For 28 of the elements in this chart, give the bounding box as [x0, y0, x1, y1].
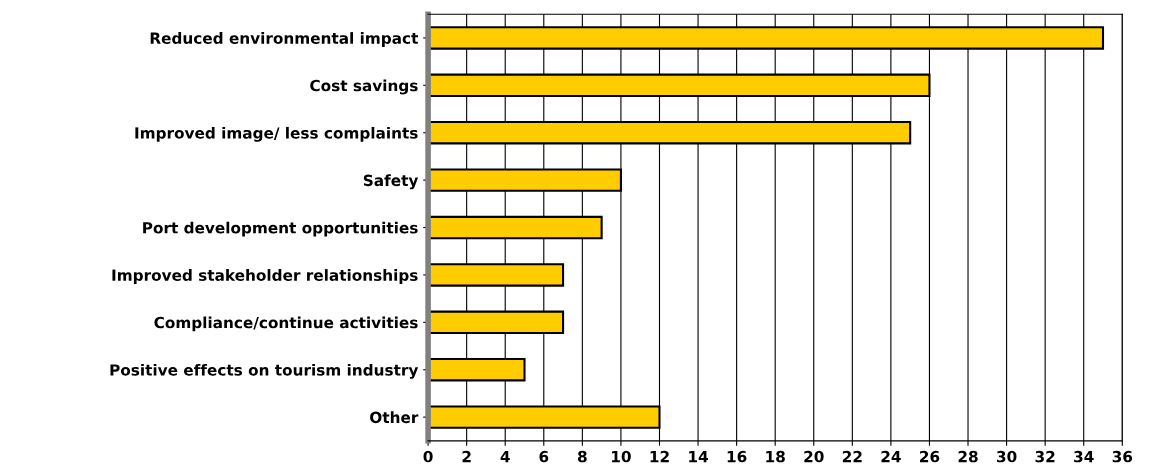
y-tick-label: Positive effects on tourism industry: [110, 363, 419, 379]
x-tick-label: 8: [577, 450, 587, 463]
x-tick-label: 4: [500, 451, 510, 463]
x-tick-label: 36: [1112, 450, 1133, 463]
x-tick-label: 30: [996, 450, 1017, 463]
x-tick-label: 12: [650, 450, 669, 463]
y-tick-label: Improved stakeholder relationships: [112, 269, 418, 284]
x-tick-label: 18: [766, 450, 785, 463]
x-tick-label: 32: [1035, 450, 1055, 463]
y-tick-label: Cost savings: [310, 79, 418, 95]
x-tick-label: 16: [727, 450, 747, 463]
y-tick-label: Port development opportunities: [143, 221, 418, 237]
x-tick-label: 28: [958, 450, 978, 463]
x-tick-label: 0: [423, 450, 433, 463]
x-tick-label: 22: [842, 450, 862, 463]
y-tick-label: Improved image/ less complaints: [135, 126, 418, 142]
x-tick-label: 20: [804, 450, 824, 463]
x-tick-label: 34: [1074, 450, 1094, 463]
x-tick-label: 24: [881, 450, 901, 463]
y-tick-label: Other: [370, 411, 419, 424]
y-tick-label: Reduced environmental impact: [150, 32, 419, 47]
x-tick-label: 14: [689, 451, 708, 463]
x-tick-label: 2: [462, 450, 471, 463]
x-tick-label: 6: [539, 450, 549, 463]
x-tick-label: 10: [612, 450, 631, 463]
y-tick-label: Safety: [363, 174, 419, 190]
y-tick-label: Compliance/continue activities: [154, 316, 418, 332]
x-tick-label: 26: [920, 450, 940, 463]
